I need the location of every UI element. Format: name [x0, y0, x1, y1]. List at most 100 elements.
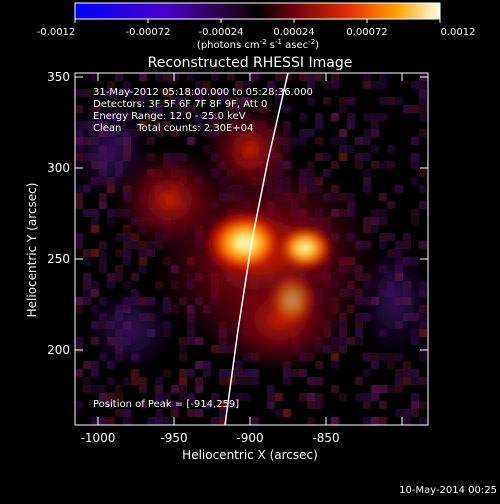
background-pixel	[155, 129, 163, 137]
background-pixel	[219, 401, 227, 409]
background-pixel	[315, 121, 323, 129]
background-pixel	[203, 81, 211, 89]
background-pixel	[355, 137, 363, 145]
background-pixel	[123, 89, 131, 97]
background-pixel	[251, 73, 259, 81]
background-pixel	[171, 73, 179, 81]
background-pixel	[387, 161, 395, 169]
background-pixel	[203, 113, 211, 121]
background-pixel	[355, 337, 363, 345]
background-pixel	[411, 105, 419, 113]
background-pixel	[331, 137, 339, 145]
x-tick-label: -950	[160, 431, 187, 445]
secondary-source	[266, 270, 318, 330]
background-pixel	[411, 369, 419, 377]
plot-frame	[74, 72, 429, 426]
background-pixel	[107, 417, 115, 425]
background-pixel	[91, 209, 99, 217]
background-pixel	[371, 361, 379, 369]
background-pixel	[235, 81, 243, 89]
background-pixel	[107, 393, 115, 401]
background-pixel	[83, 209, 91, 217]
background-pixel	[211, 393, 219, 401]
background-pixel	[115, 249, 123, 257]
background-pixel	[187, 393, 195, 401]
background-pixel	[371, 417, 379, 425]
background-pixel	[315, 113, 323, 121]
x-axis-label: Heliocentric X (arcsec)	[182, 448, 318, 462]
background-pixel	[91, 225, 99, 233]
background-pixel	[75, 105, 83, 113]
background-pixel	[243, 369, 251, 377]
background-pixel	[99, 249, 107, 257]
background-pixel	[179, 345, 187, 353]
y-tick-label: 350	[47, 70, 70, 84]
background-pixel	[363, 73, 371, 81]
colorbar-ticks	[74, 19, 441, 23]
background-pixel	[363, 369, 371, 377]
background-pixel	[331, 353, 339, 361]
background-pixel	[131, 369, 139, 377]
background-pixel	[251, 417, 259, 425]
background-pixel	[315, 401, 323, 409]
info-peak-position: Position of Peak = [-914,259]	[93, 399, 239, 410]
background-pixel	[371, 129, 379, 137]
background-pixel	[419, 377, 427, 385]
background-pixel	[339, 145, 347, 153]
background-pixel	[147, 105, 155, 113]
background-pixel	[395, 185, 403, 193]
background-pixel	[331, 361, 339, 369]
background-pixel	[171, 409, 179, 417]
background-pixel	[387, 361, 395, 369]
background-pixel	[411, 161, 419, 169]
background-pixel	[371, 161, 379, 169]
background-pixel	[395, 385, 403, 393]
background-pixel	[411, 153, 419, 161]
glow-region	[200, 100, 300, 200]
background-pixel	[115, 89, 123, 97]
background-pixel	[123, 377, 131, 385]
background-pixel	[219, 377, 227, 385]
background-pixel	[379, 385, 387, 393]
background-pixel	[395, 97, 403, 105]
background-pixel	[203, 361, 211, 369]
background-pixel	[235, 97, 243, 105]
background-pixel	[75, 297, 83, 305]
background-pixel	[99, 89, 107, 97]
background-pixel	[419, 353, 427, 361]
background-pixel	[235, 393, 243, 401]
background-pixel	[419, 201, 427, 209]
background-pixel	[371, 113, 379, 121]
background-pixel	[211, 417, 219, 425]
background-pixel	[115, 273, 123, 281]
background-pixel	[363, 113, 371, 121]
background-pixel	[91, 289, 99, 297]
background-pixel	[139, 257, 147, 265]
footer-timestamp: 10-May-2014 00:25	[399, 485, 497, 496]
background-pixel	[307, 377, 315, 385]
background-pixel	[179, 377, 187, 385]
background-pixel	[195, 385, 203, 393]
background-pixel	[195, 113, 203, 121]
y-tick-label: 250	[47, 252, 70, 266]
rhessi-image	[75, 73, 428, 425]
background-pixel	[235, 377, 243, 385]
background-pixel	[267, 393, 275, 401]
background-pixel	[99, 241, 107, 249]
background-pixel	[411, 81, 419, 89]
background-pixel	[331, 417, 339, 425]
background-pixel	[323, 153, 331, 161]
background-pixel	[163, 89, 171, 97]
background-pixel	[315, 377, 323, 385]
background-pixel	[155, 105, 163, 113]
background-pixel	[379, 73, 387, 81]
y-tick-label: 200	[47, 343, 70, 357]
background-pixel	[195, 409, 203, 417]
background-pixel	[315, 393, 323, 401]
background-pixel	[115, 265, 123, 273]
background-pixel	[91, 281, 99, 289]
background-pixel	[171, 401, 179, 409]
background-pixel	[339, 129, 347, 137]
info-clean-counts: Clean Total counts: 2.30E+04	[93, 123, 253, 134]
background-pixel	[371, 145, 379, 153]
